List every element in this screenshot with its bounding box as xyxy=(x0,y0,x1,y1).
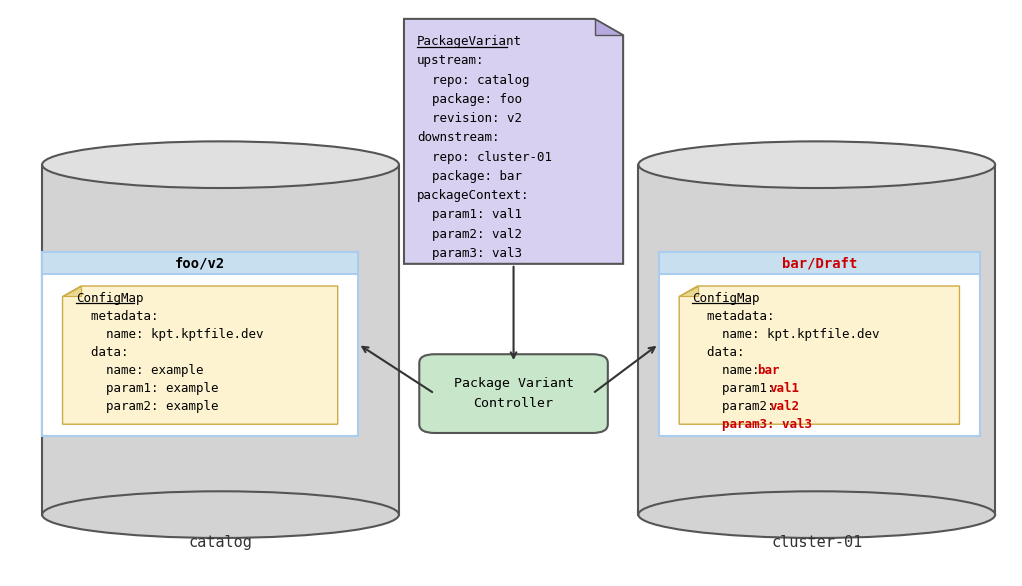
Text: foo/v2: foo/v2 xyxy=(175,256,225,270)
Text: val1: val1 xyxy=(770,382,799,395)
Text: name: kpt.kptfile.dev: name: kpt.kptfile.dev xyxy=(693,328,880,341)
Polygon shape xyxy=(639,165,995,515)
Text: cluster-01: cluster-01 xyxy=(772,535,863,550)
Text: bar/Draft: bar/Draft xyxy=(782,256,857,270)
Ellipse shape xyxy=(42,141,399,188)
Text: data:: data: xyxy=(693,346,745,359)
Text: package: foo: package: foo xyxy=(417,93,522,106)
FancyBboxPatch shape xyxy=(419,355,608,433)
Text: packageContext:: packageContext: xyxy=(417,189,529,202)
Text: data:: data: xyxy=(76,346,129,359)
Polygon shape xyxy=(42,252,358,274)
Ellipse shape xyxy=(639,141,995,188)
Ellipse shape xyxy=(42,491,399,538)
Text: ConfigMap: ConfigMap xyxy=(76,292,143,305)
Text: bar: bar xyxy=(756,364,779,377)
Text: package: bar: package: bar xyxy=(417,170,522,183)
Text: ConfigMap: ConfigMap xyxy=(693,292,760,305)
Text: downstream:: downstream: xyxy=(417,131,500,144)
Text: param1: val1: param1: val1 xyxy=(417,209,522,222)
Polygon shape xyxy=(680,286,960,424)
Text: upstream:: upstream: xyxy=(417,54,484,67)
Polygon shape xyxy=(62,286,337,424)
Text: catalog: catalog xyxy=(189,535,252,550)
Text: param3: val3: param3: val3 xyxy=(417,247,522,260)
Text: param1:: param1: xyxy=(693,382,783,395)
Polygon shape xyxy=(595,19,623,35)
Polygon shape xyxy=(659,252,980,274)
Text: revision: v2: revision: v2 xyxy=(417,112,522,125)
Polygon shape xyxy=(659,252,980,436)
Polygon shape xyxy=(680,286,698,297)
Text: name: kpt.kptfile.dev: name: kpt.kptfile.dev xyxy=(76,328,264,341)
Text: repo: catalog: repo: catalog xyxy=(417,74,529,87)
Polygon shape xyxy=(62,286,81,297)
Polygon shape xyxy=(42,252,358,436)
Text: param1: example: param1: example xyxy=(76,382,219,395)
Text: Package Variant
Controller: Package Variant Controller xyxy=(454,377,573,410)
Polygon shape xyxy=(42,165,399,515)
Text: metadata:: metadata: xyxy=(693,310,775,323)
Text: param3: val3: param3: val3 xyxy=(693,418,812,431)
Text: name:: name: xyxy=(693,364,768,377)
Text: param2:: param2: xyxy=(693,400,783,413)
Text: repo: cluster-01: repo: cluster-01 xyxy=(417,151,552,163)
Text: metadata:: metadata: xyxy=(76,310,158,323)
Polygon shape xyxy=(404,19,623,264)
Text: val2: val2 xyxy=(770,400,799,413)
Ellipse shape xyxy=(639,491,995,538)
Text: PackageVariant: PackageVariant xyxy=(417,35,522,48)
Text: param2: val2: param2: val2 xyxy=(417,228,522,241)
Text: param2: example: param2: example xyxy=(76,400,219,413)
Text: name: example: name: example xyxy=(76,364,203,377)
